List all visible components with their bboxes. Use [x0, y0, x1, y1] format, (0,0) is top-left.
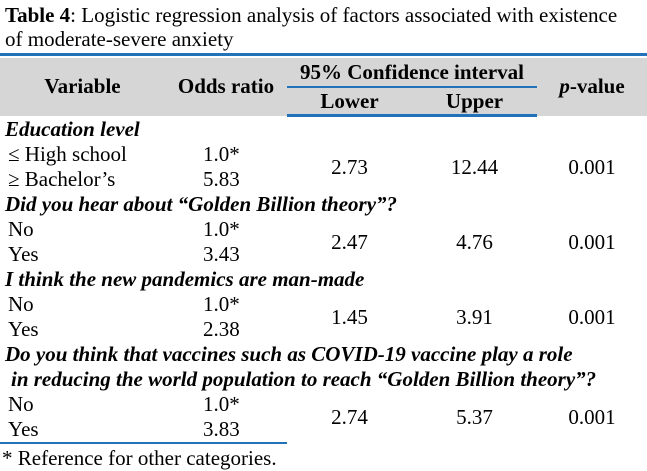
col-header-upper: Upper — [412, 87, 538, 117]
odds-ratio-value: 3.83 — [165, 417, 287, 444]
p-value: 0.001 — [568, 405, 616, 429]
section-heading-line1: Do you think that vaccines such as COVID… — [5, 342, 573, 366]
ci-lower-value: 1.45 — [331, 304, 368, 329]
col-header-odds-ratio: Odds ratio — [165, 58, 287, 116]
section-heading-education: Education level — [5, 117, 140, 141]
section-heading-line2: in reducing the world population to reac… — [11, 367, 597, 391]
section-heading-golden-billion: Did you hear about “Golden Billion theor… — [5, 192, 398, 216]
table-number: Table 4 — [5, 3, 71, 27]
table-row: Yes 2.38 — [0, 317, 647, 342]
ci-upper-value: 3.91 — [456, 304, 493, 329]
variable-label: No — [8, 392, 34, 416]
odds-ratio-value: 1.0* — [203, 392, 240, 416]
p-value: 0.001 — [568, 154, 616, 179]
table-body: Education level ≤ High school 1.0* 2.73 … — [0, 116, 647, 444]
ci-lower-value: 2.47 — [331, 229, 368, 254]
variable-label: Yes — [8, 317, 39, 341]
odds-ratio-value: 3.43 — [203, 242, 240, 266]
col-header-p-value: p-value — [537, 58, 647, 116]
variable-label: No — [8, 292, 34, 316]
ci-upper-value: 12.44 — [450, 154, 499, 179]
p-value: 0.001 — [568, 304, 616, 329]
variable-label: No — [8, 217, 34, 241]
p-value: 0.001 — [568, 229, 616, 254]
table-row: No 1.0* 2.47 4.76 0.001 — [0, 217, 647, 254]
odds-ratio-value: 2.38 — [203, 317, 240, 341]
logistic-regression-table: Variable Odds ratio 95% Confidence inter… — [0, 58, 647, 444]
table-footnote: * Reference for other categories. — [2, 446, 277, 470]
table-caption: Table 4: Logistic regression analysis of… — [0, 0, 647, 53]
table-row: Yes 3.43 — [0, 242, 647, 267]
odds-ratio-value: 1.0* — [203, 217, 240, 241]
p-value-rest: -value — [569, 74, 625, 99]
variable-label: Yes — [0, 417, 165, 444]
p-value-italic-p: p — [559, 74, 570, 99]
ci-lower-value: 2.73 — [331, 154, 368, 179]
variable-label: ≤ High school — [8, 142, 127, 166]
section-heading-vaccines: Do you think that vaccines such as COVID… — [0, 342, 647, 392]
col-header-variable: Variable — [0, 58, 165, 116]
variable-label: Yes — [8, 242, 39, 266]
table-header: Variable Odds ratio 95% Confidence inter… — [0, 58, 647, 117]
odds-ratio-value: 5.83 — [203, 167, 240, 191]
col-header-lower: Lower — [287, 87, 412, 117]
ci-upper-value: 5.37 — [456, 405, 493, 429]
table-row: No 1.0* 2.74 5.37 0.001 — [0, 392, 647, 429]
ci-lower-value: 2.74 — [331, 405, 368, 429]
table-row: No 1.0* 1.45 3.91 0.001 — [0, 292, 647, 329]
col-header-confidence-interval: 95% Confidence interval — [287, 58, 538, 88]
table-caption-text: : Logistic regression analysis of factor… — [5, 3, 618, 51]
top-rule — [0, 53, 647, 56]
table-row: Yes 3.83 — [0, 417, 647, 444]
odds-ratio-value: 1.0* — [203, 142, 240, 166]
variable-label: ≥ Bachelor’s — [8, 167, 116, 191]
odds-ratio-value: 1.0* — [203, 292, 240, 316]
table-row: ≥ Bachelor’s 5.83 — [0, 167, 647, 192]
ci-upper-value: 4.76 — [456, 229, 493, 254]
table-row: ≤ High school 1.0* 2.73 12.44 0.001 — [0, 142, 647, 179]
section-heading-pandemics: I think the new pandemics are man-made — [5, 267, 365, 291]
